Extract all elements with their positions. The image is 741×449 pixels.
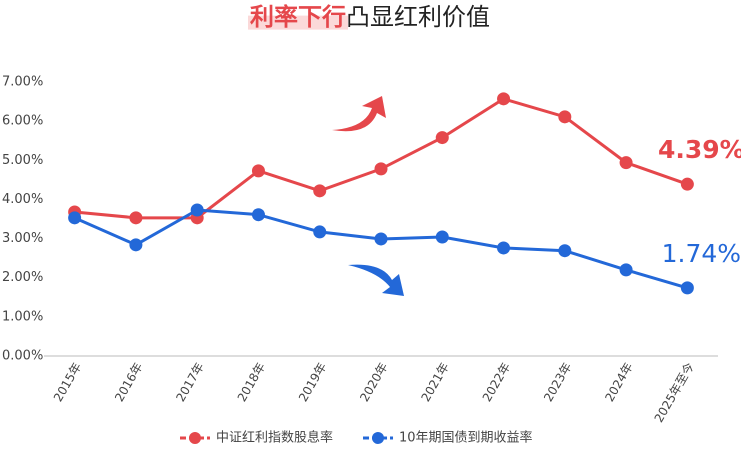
legend-dot — [372, 432, 385, 444]
data-point — [435, 230, 449, 244]
x-tick-label: 2020年 — [357, 360, 390, 404]
up-arrow — [332, 96, 386, 132]
data-point — [680, 177, 694, 191]
y-tick-label: 4.00% — [2, 192, 43, 207]
data-point — [497, 241, 511, 255]
legend-item: 10年期国债到期收益率 — [363, 430, 533, 446]
data-point — [313, 184, 327, 198]
x-tick-label: 2015年 — [51, 360, 84, 404]
data-point — [619, 263, 633, 277]
y-tick-label: 3.00% — [2, 231, 43, 246]
x-tick-label: 2018年 — [235, 360, 268, 404]
y-tick-label: 5.00% — [2, 153, 43, 168]
data-point — [190, 203, 204, 217]
data-point — [435, 131, 449, 145]
x-tick-label: 2017年 — [173, 360, 206, 404]
data-point — [313, 225, 327, 239]
data-point — [68, 211, 82, 225]
data-point — [374, 162, 388, 176]
x-tick-label: 2024年 — [602, 360, 635, 404]
y-tick-label: 0.00% — [2, 349, 43, 364]
legend-dot — [189, 432, 201, 444]
legend-label: 中证红利指数股息率 — [216, 430, 333, 446]
data-point — [129, 211, 143, 225]
data-point — [619, 156, 633, 170]
y-tick-label: 1.00% — [2, 309, 43, 324]
data-point — [251, 208, 265, 222]
x-tick-label: 2016年 — [112, 360, 145, 404]
title-highlight — [248, 15, 348, 30]
x-tick-label: 2021年 — [419, 360, 452, 404]
data-point — [680, 281, 694, 295]
data-point — [374, 232, 388, 246]
data-label: 1.74% — [662, 239, 741, 268]
chart-title: 利率下行凸显红利价值 — [250, 3, 490, 31]
x-tick-label: 2022年 — [480, 360, 513, 404]
data-point — [251, 164, 265, 178]
data-point — [497, 92, 511, 106]
legend-label: 10年期国债到期收益率 — [399, 430, 533, 446]
y-tick-label: 6.00% — [2, 114, 43, 129]
x-tick-label: 2019年 — [296, 360, 329, 404]
data-point — [558, 110, 572, 124]
series-line — [74, 97, 688, 220]
title-rest: 凸显红利价值 — [346, 3, 490, 31]
x-tick-label: 2025年至今 — [651, 360, 697, 425]
y-tick-label: 2.00% — [2, 270, 43, 285]
title-emphasis: 利率下行 — [250, 3, 346, 31]
data-point — [129, 238, 143, 252]
y-tick-label: 7.00% — [2, 75, 43, 90]
legend-item: 中证红利指数股息率 — [180, 430, 333, 446]
x-tick-label: 2023年 — [541, 360, 574, 404]
down-arrow — [348, 264, 404, 296]
data-point — [558, 244, 572, 258]
data-label: 4.39% — [658, 135, 741, 164]
